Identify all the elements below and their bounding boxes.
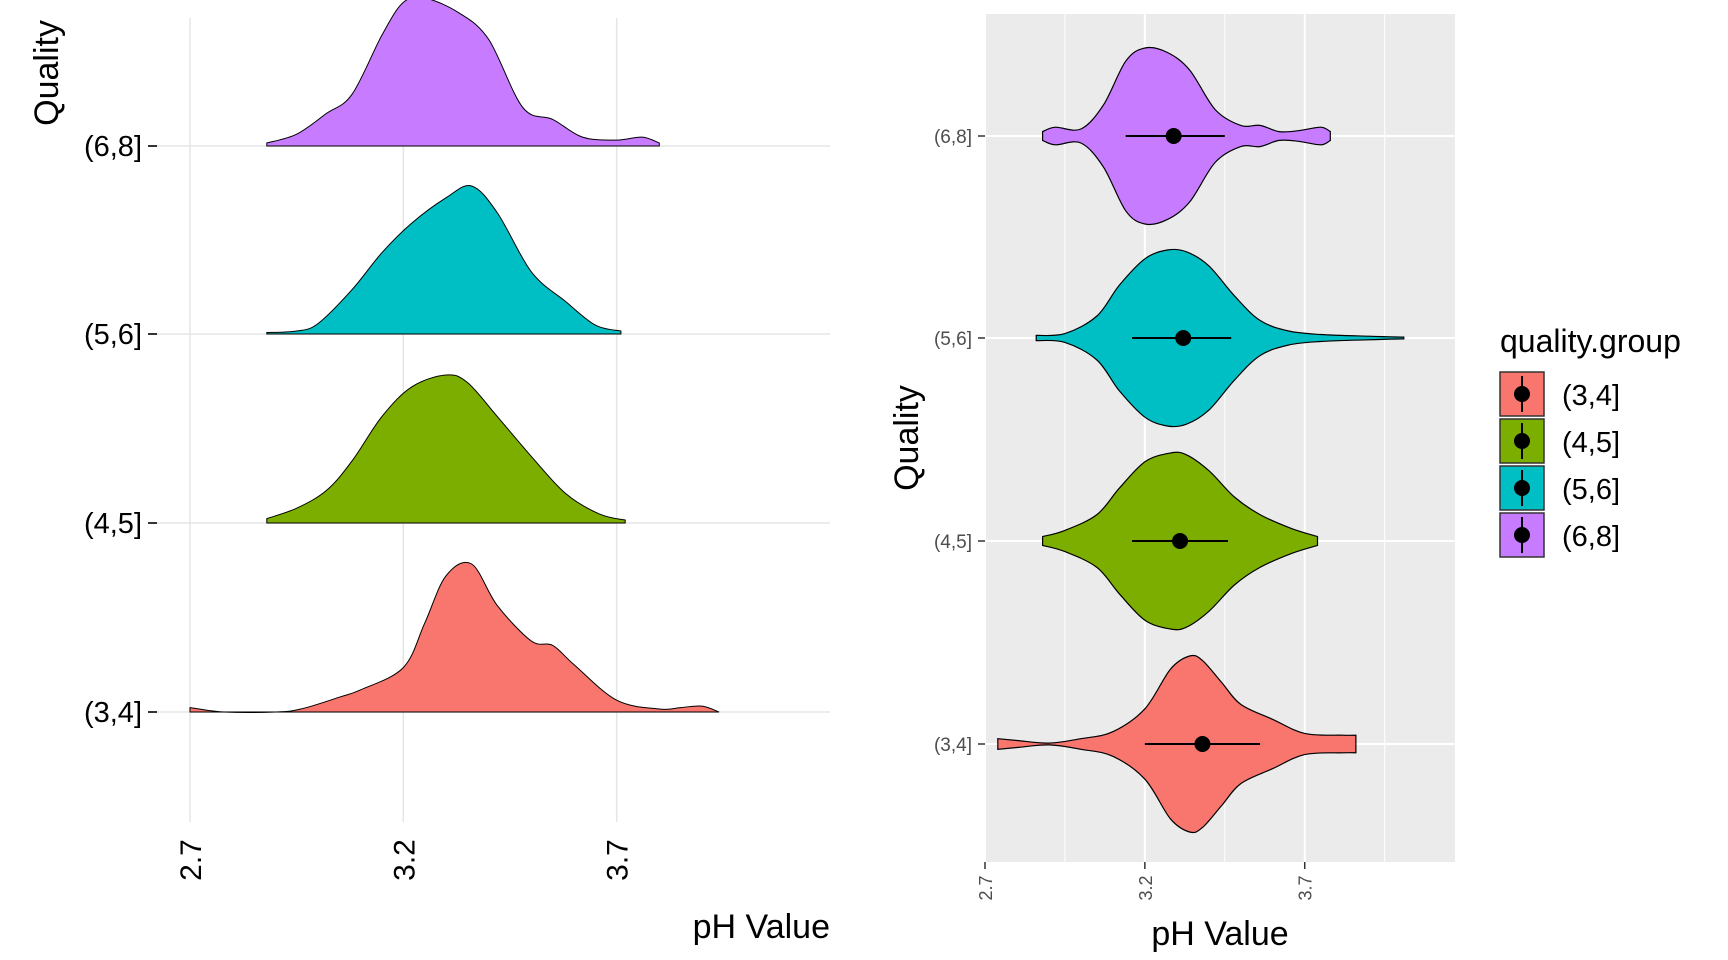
violin-shapes bbox=[997, 46, 1405, 834]
legend-key-point bbox=[1514, 527, 1530, 543]
ridge-x-tick-label: 2.7 bbox=[175, 839, 208, 881]
ridge-x-tick-label: 3.2 bbox=[388, 839, 421, 881]
violin-chart: (3,4](4,5](5,6](6,8] 2.7 3.2 3.7 pH Value … bbox=[888, 14, 1455, 953]
ridge-density-areas bbox=[189, 0, 720, 713]
ridge-y-tick-label: (3,4] bbox=[84, 697, 142, 729]
ridge-y-tick-labels: (3,4] (4,5] (5,6] (6,8] bbox=[84, 131, 142, 729]
ridge-y-tick-label: (5,6] bbox=[84, 319, 142, 351]
ridge-area bbox=[266, 0, 660, 147]
legend: quality.group (3,4] (4,5] (5,6] (6,8] bbox=[1499, 323, 1681, 558]
legend-items: (3,4] (4,5] (5,6] (6,8] bbox=[1499, 371, 1620, 558]
violin-x-axis-title: pH Value bbox=[1151, 915, 1288, 953]
legend-label: (5,6] bbox=[1562, 474, 1620, 506]
ridge-area bbox=[266, 374, 626, 524]
violin-x-tick-labels: 2.7 3.2 3.7 bbox=[976, 862, 1316, 901]
ridge-x-axis-title: pH Value bbox=[693, 908, 830, 946]
violin-x-tick-label: 2.7 bbox=[976, 875, 996, 900]
violin-y-axis-title: Quality bbox=[888, 385, 926, 491]
violin-y-tick-label: (5,6] bbox=[934, 329, 972, 350]
violin-y-tick-label: (6,8] bbox=[934, 127, 972, 148]
legend-key-point bbox=[1514, 386, 1530, 402]
legend-label: (3,4] bbox=[1562, 380, 1620, 412]
violin-mean-point bbox=[1194, 736, 1211, 752]
legend-title: quality.group bbox=[1500, 323, 1681, 359]
legend-key-point bbox=[1514, 433, 1530, 449]
violin-y-tick-label: (4,5] bbox=[934, 532, 972, 553]
violin-x-tick-label: 3.2 bbox=[1136, 875, 1156, 900]
ridge-area bbox=[266, 185, 622, 335]
ridge-x-tick-label: 3.7 bbox=[602, 839, 635, 881]
ridgeline-chart: (3,4](4,5](5,6](6,8] 2.7 3.2 3.7 pH Value … bbox=[28, 0, 830, 946]
legend-label: (4,5] bbox=[1562, 427, 1620, 459]
violin-y-tick-label: (3,4] bbox=[934, 735, 972, 756]
legend-label: (6,8] bbox=[1562, 521, 1620, 553]
violin-x-tick-label: 3.7 bbox=[1296, 875, 1316, 900]
ridge-y-axis-title: Quality bbox=[28, 20, 66, 126]
ridge-y-tick-label: (4,5] bbox=[84, 508, 142, 540]
violin-mean-point bbox=[1172, 533, 1189, 549]
violin-mean-point bbox=[1175, 330, 1192, 346]
ridge-y-tick-label: (6,8] bbox=[84, 131, 142, 163]
violin-mean-point bbox=[1165, 128, 1182, 144]
legend-key-point bbox=[1514, 480, 1530, 496]
violin-y-tick-labels: (3,4] (4,5] (5,6] (6,8] bbox=[934, 127, 985, 756]
ridge-area bbox=[189, 561, 720, 713]
ridge-x-tick-labels: 2.7 3.2 3.7 bbox=[175, 839, 635, 881]
